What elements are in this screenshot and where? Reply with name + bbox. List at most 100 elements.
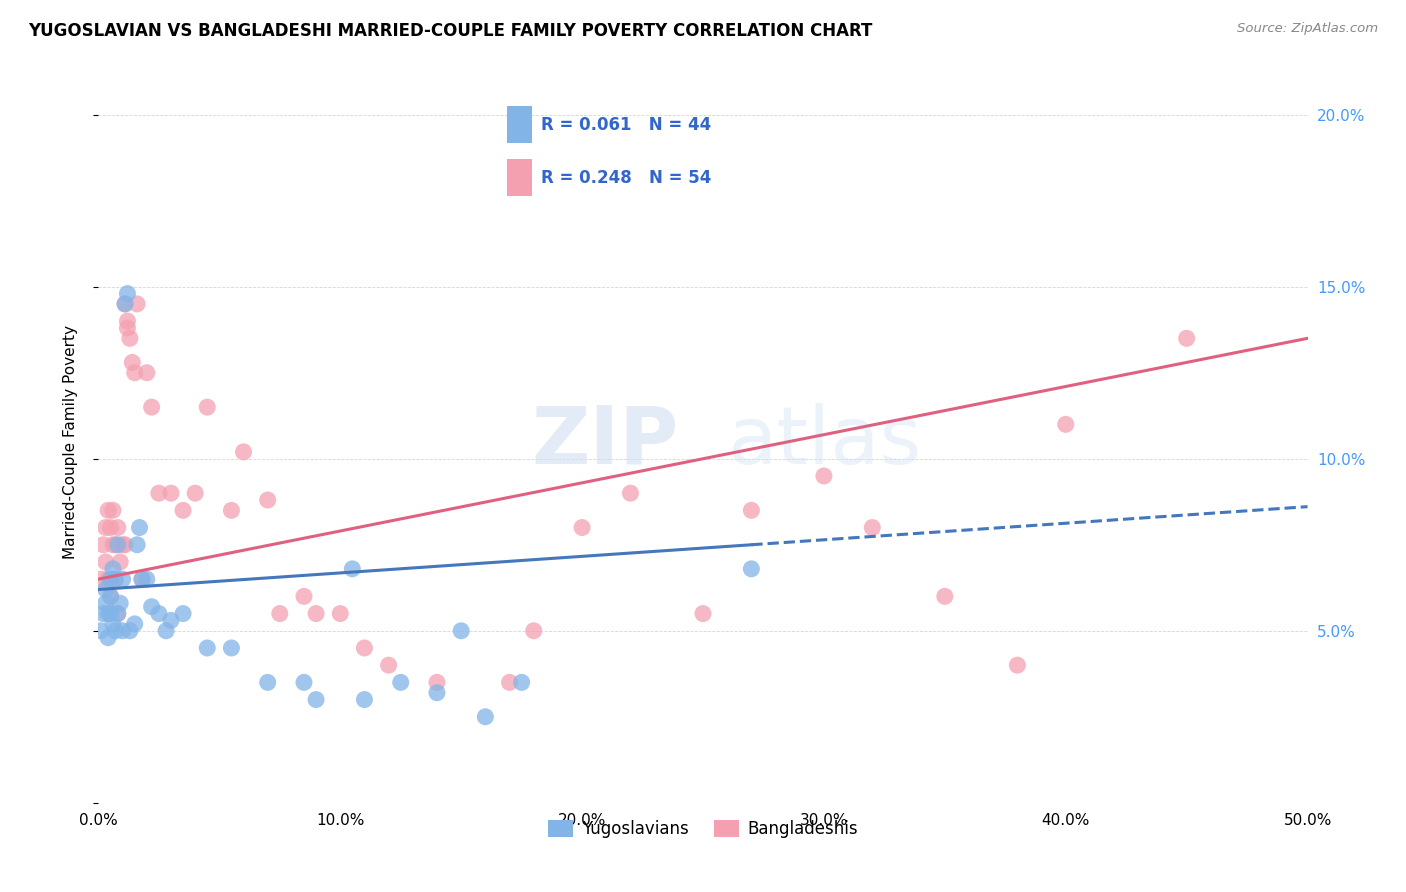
Point [104, 538, 127, 552]
Point [353, 692, 375, 706]
Point [117, 321, 139, 335]
Point [740, 562, 762, 576]
Point [256, 675, 278, 690]
Point [256, 493, 278, 508]
Point [195, 400, 218, 414]
Point [128, 520, 150, 534]
Point [269, 607, 291, 621]
Point [1007, 658, 1029, 673]
Point [389, 675, 412, 690]
Point [124, 366, 146, 380]
Point [232, 445, 254, 459]
Point [135, 366, 157, 380]
Point [114, 538, 136, 552]
Text: atlas: atlas [727, 402, 921, 481]
Point [108, 596, 131, 610]
Point [90, 572, 112, 586]
Point [813, 469, 835, 483]
Point [111, 538, 134, 552]
Point [160, 614, 183, 628]
Y-axis label: Married-Couple Family Poverty: Married-Couple Family Poverty [63, 325, 77, 558]
Point [91, 607, 114, 621]
Point [329, 607, 352, 621]
Point [498, 675, 520, 690]
Point [97, 631, 120, 645]
Point [100, 607, 122, 621]
Point [101, 538, 124, 552]
Point [619, 486, 641, 500]
Point [94, 596, 117, 610]
Point [94, 582, 117, 597]
Point [127, 538, 149, 552]
Point [100, 572, 122, 586]
Point [426, 686, 449, 700]
Point [101, 616, 124, 631]
Point [118, 624, 141, 638]
Point [124, 616, 146, 631]
Point [90, 624, 112, 638]
Point [141, 599, 163, 614]
Point [523, 624, 546, 638]
Point [292, 590, 315, 604]
Point [510, 675, 533, 690]
Point [860, 520, 883, 534]
Point [91, 538, 114, 552]
Point [148, 607, 170, 621]
Point [135, 572, 157, 586]
Point [1054, 417, 1077, 432]
Point [104, 572, 127, 586]
Point [114, 297, 136, 311]
Point [692, 607, 714, 621]
Point [342, 562, 364, 576]
Point [172, 607, 194, 621]
Point [450, 624, 472, 638]
Point [108, 555, 131, 569]
Point [107, 607, 129, 621]
Point [100, 590, 122, 604]
Point [118, 331, 141, 345]
Point [107, 607, 129, 621]
Point [107, 520, 129, 534]
Point [195, 640, 218, 655]
Point [117, 314, 139, 328]
Text: ZIP: ZIP [531, 402, 679, 481]
Point [426, 675, 449, 690]
Point [97, 607, 120, 621]
Point [100, 590, 122, 604]
Point [97, 503, 120, 517]
Point [184, 486, 207, 500]
Point [104, 624, 127, 638]
Point [292, 675, 315, 690]
Point [148, 486, 170, 500]
Point [117, 286, 139, 301]
Text: Source: ZipAtlas.com: Source: ZipAtlas.com [1237, 22, 1378, 36]
Point [111, 624, 134, 638]
Point [377, 658, 399, 673]
Point [94, 555, 117, 569]
Point [114, 297, 136, 311]
Point [474, 710, 496, 724]
Point [160, 486, 183, 500]
Point [155, 624, 177, 638]
Point [100, 520, 122, 534]
Point [305, 692, 328, 706]
Point [104, 572, 127, 586]
Point [111, 572, 134, 586]
Point [305, 607, 328, 621]
Point [127, 297, 149, 311]
Point [740, 503, 762, 517]
Point [101, 503, 124, 517]
Point [101, 562, 124, 576]
Point [934, 590, 956, 604]
Text: YUGOSLAVIAN VS BANGLADESHI MARRIED-COUPLE FAMILY POVERTY CORRELATION CHART: YUGOSLAVIAN VS BANGLADESHI MARRIED-COUPL… [28, 22, 873, 40]
Point [107, 538, 129, 552]
Point [571, 520, 593, 534]
Point [221, 640, 243, 655]
Point [1175, 331, 1198, 345]
Point [353, 640, 375, 655]
Point [94, 520, 117, 534]
Point [121, 355, 143, 369]
Point [131, 572, 153, 586]
Point [221, 503, 243, 517]
Point [97, 572, 120, 586]
